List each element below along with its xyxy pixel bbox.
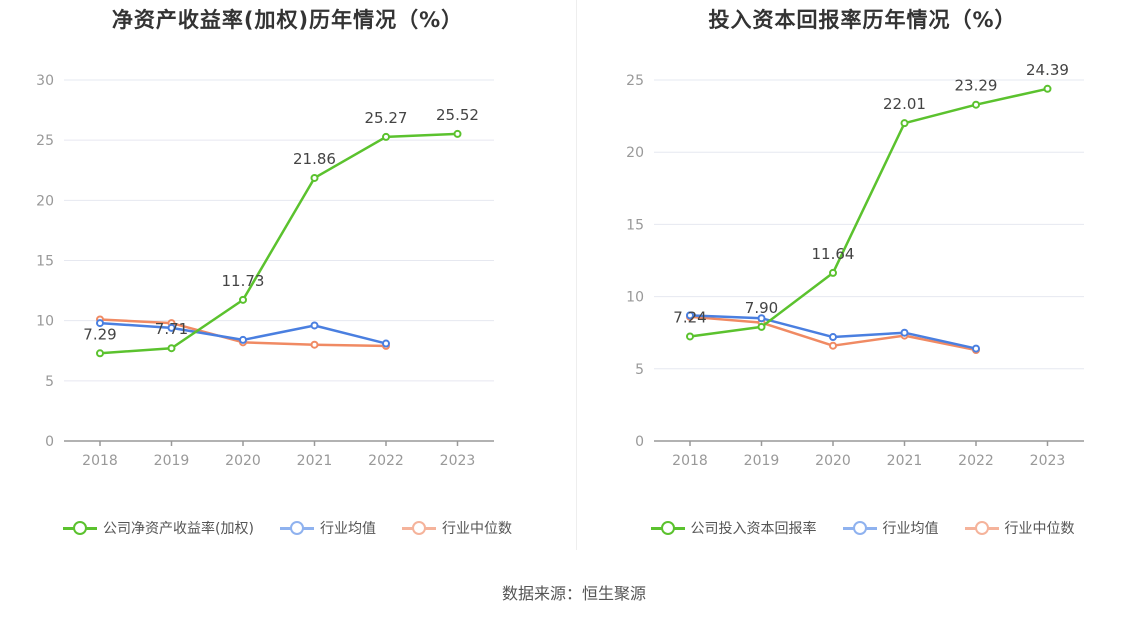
- chart-panel-roic: 投入资本回报率历年情况（%） 0 5 10 15 20 25 2018 2019 2020 202…: [577, 0, 1148, 560]
- chart-title: 投入资本回报率历年情况（%）: [708, 8, 1017, 32]
- y-tick-label: 20: [626, 145, 644, 161]
- data-point: [829, 341, 837, 350]
- y-tick-label: 15: [626, 217, 644, 233]
- data-point: [96, 349, 104, 358]
- x-tick-label: 2022: [958, 453, 994, 469]
- legend-swatch-industry-avg: [279, 521, 314, 535]
- data-point: [757, 314, 766, 323]
- data-point: [310, 173, 319, 182]
- legend-label-company: 公司投入资本回报率: [690, 521, 817, 537]
- legend-item-industry-avg[interactable]: 行业均值: [842, 518, 939, 538]
- data-point: [829, 268, 837, 277]
- data-point: [167, 323, 176, 332]
- data-point: [972, 100, 980, 109]
- data-label: 22.01: [883, 95, 926, 113]
- roe-line-chart: 0 5 10 15 20 25 30 2018 2019 2020 2021 2022 2023 7.29…: [36, 73, 494, 469]
- chart-panel-roe: 净资产收益率(加权)历年情况（%） 0 5 10 15 20 25 30 2018 2019 20…: [0, 0, 575, 560]
- y-tick-label: 5: [635, 362, 644, 378]
- data-label: 25.52: [436, 106, 479, 124]
- legend-swatch-industry-median: [401, 521, 436, 535]
- x-tick-label: 2019: [744, 453, 780, 469]
- y-tick-label: 0: [45, 434, 54, 450]
- legend-item-industry-avg[interactable]: 行业均值: [279, 518, 376, 538]
- data-point: [972, 344, 980, 353]
- data-label: 7.24: [673, 308, 706, 326]
- y-tick-label: 20: [36, 193, 54, 209]
- legend-label-company: 公司净资产收益率(加权): [103, 521, 254, 537]
- data-point: [1043, 84, 1052, 93]
- data-label: 24.39: [1026, 61, 1069, 79]
- x-tick-label: 2019: [154, 453, 190, 469]
- data-point: [382, 132, 390, 141]
- legend-swatch-company: [63, 521, 98, 535]
- data-point: [757, 322, 766, 331]
- data-point: [239, 335, 247, 344]
- x-tick-label: 2018: [672, 453, 708, 469]
- legend: 公司投入资本回报率 行业均值 行业中位数: [577, 518, 1148, 538]
- data-point: [686, 311, 694, 320]
- data-point: [453, 129, 462, 138]
- chart-title: 净资产收益率(加权)历年情况（%）: [111, 8, 464, 32]
- data-label: 7.90: [745, 299, 778, 317]
- legend-item-industry-median[interactable]: 行业中位数: [964, 518, 1075, 538]
- data-label: 11.73: [222, 272, 265, 290]
- panel-divider: [576, 0, 577, 550]
- legend: 公司净资产收益率(加权) 行业均值 行业中位数: [0, 518, 575, 538]
- data-point: [310, 321, 319, 330]
- data-label: 23.29: [955, 77, 998, 95]
- x-tick-label: 2022: [368, 453, 404, 469]
- legend-swatch-industry-avg: [842, 521, 877, 535]
- data-point: [829, 333, 837, 342]
- x-tick-label: 2020: [225, 453, 261, 469]
- data-label: 21.86: [293, 150, 336, 168]
- legend-label-industry-avg: 行业均值: [319, 521, 376, 537]
- roic-line-chart: 0 5 10 15 20 25 2018 2019 2020 2021 2022 2023 7.24 7.…: [626, 61, 1084, 469]
- data-point: [382, 339, 390, 348]
- legend-item-industry-median[interactable]: 行业中位数: [401, 518, 512, 538]
- data-label: 7.29: [83, 325, 116, 343]
- x-tick-label: 2020: [815, 453, 851, 469]
- x-tick-label: 2023: [1030, 453, 1066, 469]
- x-tick-label: 2023: [440, 453, 476, 469]
- x-tick-label: 2021: [887, 453, 923, 469]
- legend-swatch-company: [650, 521, 685, 535]
- y-tick-label: 10: [626, 290, 644, 306]
- data-label: 7.71: [155, 320, 188, 338]
- legend-item-company[interactable]: 公司净资产收益率(加权): [63, 518, 254, 538]
- data-point: [310, 340, 319, 349]
- x-tick-label: 2018: [82, 453, 118, 469]
- series-line: [99, 132, 458, 355]
- y-tick-label: 10: [36, 314, 54, 330]
- data-point: [900, 119, 909, 128]
- data-point: [96, 319, 104, 328]
- legend-label-industry-avg: 行业均值: [882, 521, 939, 537]
- data-point: [167, 344, 176, 353]
- y-tick-label: 25: [36, 133, 54, 149]
- y-tick-label: 25: [626, 73, 644, 89]
- data-point: [239, 295, 247, 304]
- legend-label-industry-median: 行业中位数: [441, 521, 512, 537]
- series-line: [689, 87, 1048, 338]
- legend-label-industry-median: 行业中位数: [1004, 521, 1075, 537]
- y-tick-label: 30: [36, 73, 54, 89]
- legend-swatch-industry-median: [964, 521, 999, 535]
- x-tick-label: 2021: [297, 453, 333, 469]
- y-tick-label: 15: [36, 254, 54, 270]
- data-point: [900, 328, 909, 337]
- data-label: 11.64: [812, 245, 855, 263]
- data-source: 数据来源：恒生聚源: [501, 584, 646, 603]
- data-point: [686, 332, 694, 341]
- legend-item-company[interactable]: 公司投入资本回报率: [650, 518, 817, 538]
- y-tick-label: 5: [45, 374, 54, 390]
- y-tick-label: 0: [635, 434, 644, 450]
- data-label: 25.27: [365, 109, 408, 127]
